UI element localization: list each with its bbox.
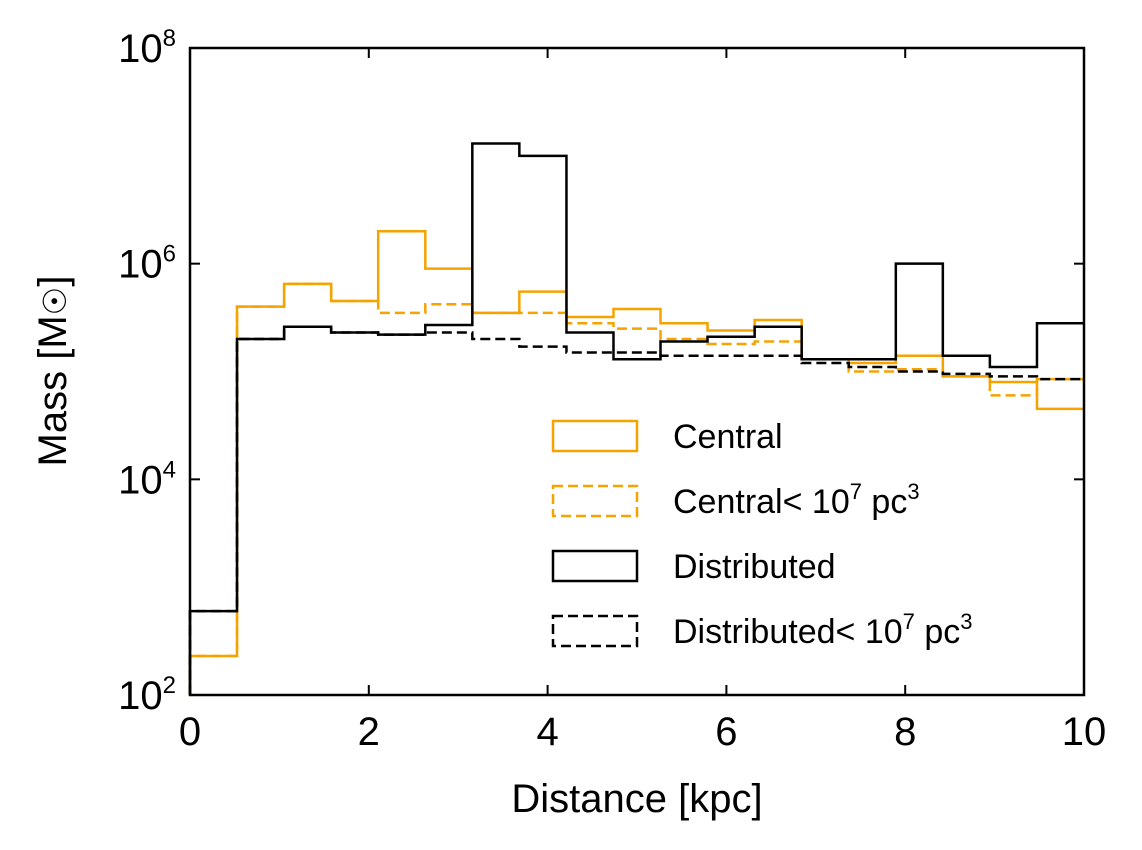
- legend-swatch-0: [551, 419, 639, 453]
- y-tick-label: 102: [118, 672, 176, 718]
- x-tick-label: 8: [894, 710, 916, 754]
- legend-label-0: Central: [673, 418, 783, 456]
- y-axis-label-close: ]: [31, 276, 75, 287]
- x-tick-label: 2: [358, 710, 380, 754]
- y-tick-label: 106: [118, 241, 176, 287]
- y-axis-label-main: Mass [M: [31, 315, 75, 466]
- legend-label-3: Distributed< 107 pc3: [673, 609, 973, 651]
- legend-swatch-3: [551, 614, 639, 648]
- series-1-step-line: [188, 282, 1084, 695]
- x-axis-label: Distance [kpc]: [511, 777, 762, 821]
- legend-label-2: Distributed: [673, 548, 836, 586]
- x-tick-label: 6: [715, 710, 737, 754]
- x-tick-label: 0: [179, 710, 201, 754]
- x-tick-label: 10: [1062, 710, 1107, 754]
- y-axis-label-symbol: ☉: [37, 287, 73, 316]
- y-tick-label: 108: [118, 25, 176, 71]
- y-tick-label: 104: [118, 456, 176, 502]
- tick-layer: 0 2 4 6 8 10 102 104 106 108: [118, 25, 1106, 754]
- legend-label-1: Central< 107 pc3: [673, 479, 920, 521]
- legend-swatch-1: [551, 484, 639, 518]
- series-3-step-line: [188, 325, 1084, 695]
- x-tick-label: 4: [536, 710, 558, 754]
- legend-swatch-2: [551, 549, 639, 583]
- series-layer: [188, 142, 1084, 695]
- y-axis-label: Mass [M☉]: [31, 276, 75, 467]
- legend: Central Central< 107 pc3 Distributed Distri…: [551, 418, 973, 651]
- plot-frame: [188, 46, 1086, 697]
